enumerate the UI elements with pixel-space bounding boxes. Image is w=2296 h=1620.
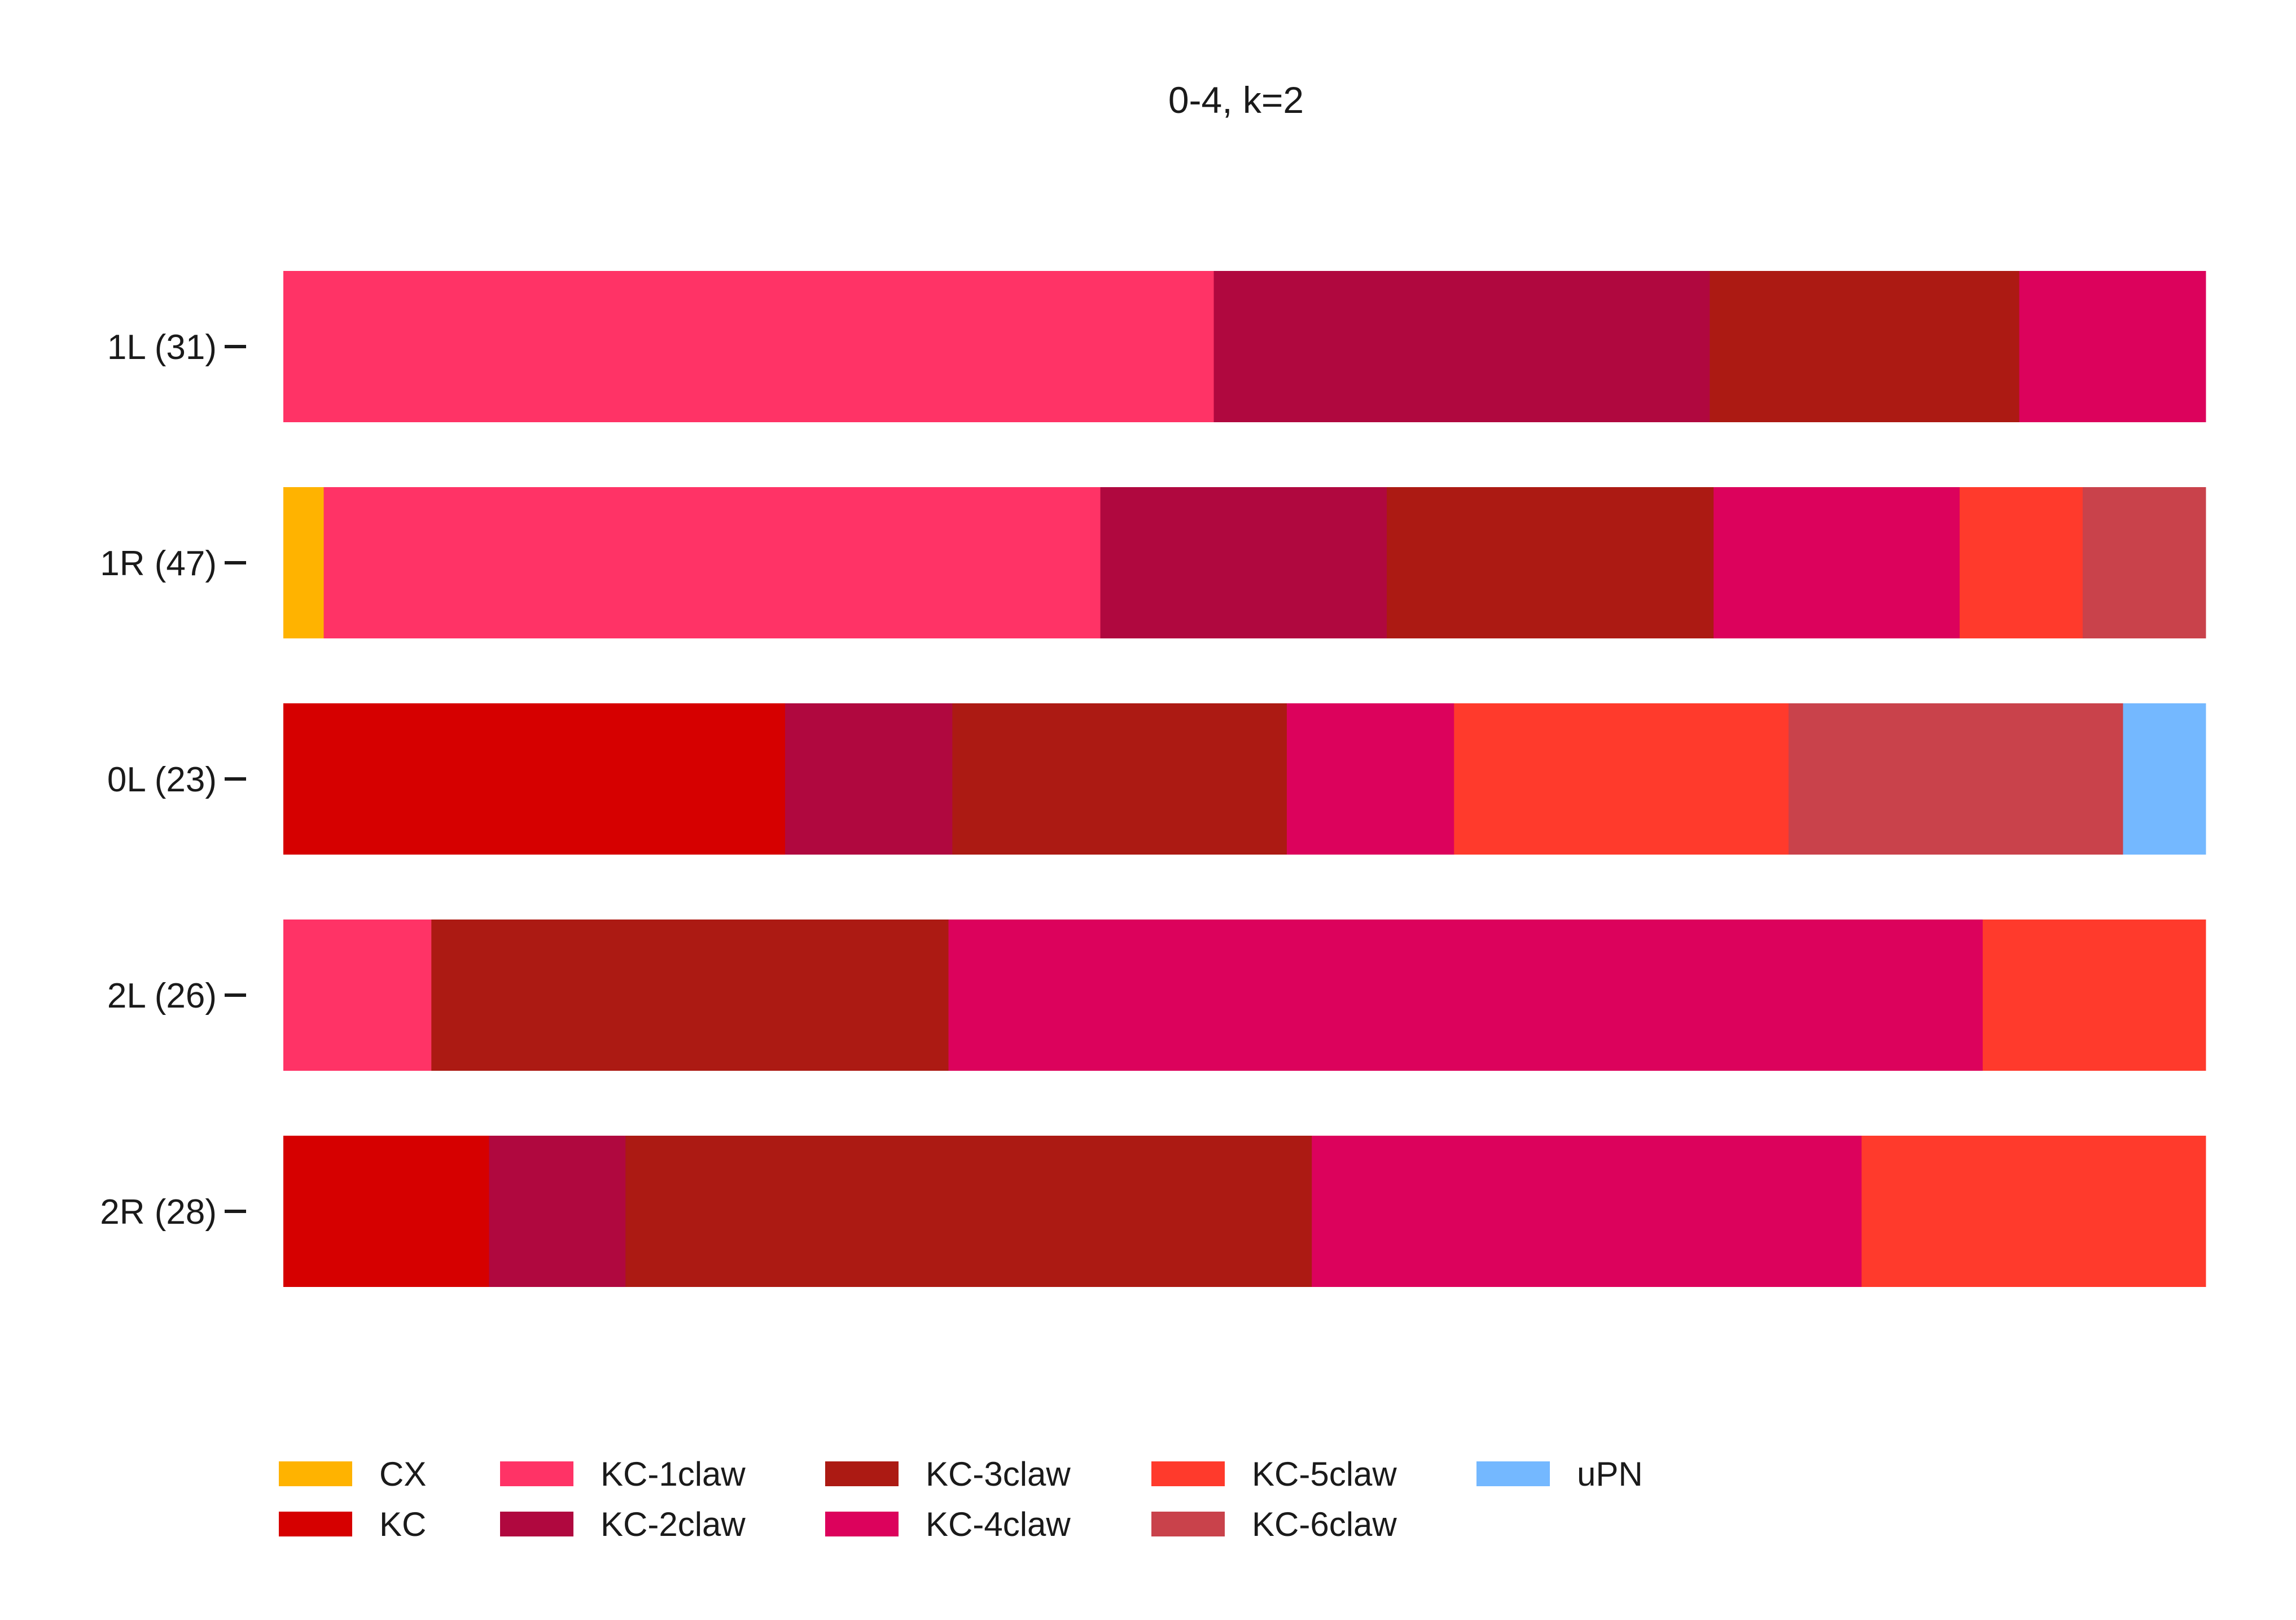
legend-swatch bbox=[1476, 1461, 1550, 1486]
legend-label: KC-4claw bbox=[926, 1505, 1071, 1543]
legend-label: CX bbox=[379, 1455, 426, 1493]
bar-segment-0-kc-2claw bbox=[1213, 271, 1710, 422]
legend-swatch bbox=[825, 1461, 899, 1486]
legend-entry-kc-3claw: KC-3claw bbox=[825, 1455, 1071, 1493]
plot-area bbox=[283, 271, 2206, 1287]
bar-segment-1-kc-4claw bbox=[1714, 487, 1960, 638]
legend-swatch bbox=[500, 1512, 573, 1536]
legend-entry-kc-5claw: KC-5claw bbox=[1151, 1455, 1397, 1493]
bar-segment-4-kc-5claw bbox=[1861, 1136, 2206, 1287]
bar-segment-0-kc-1claw bbox=[283, 271, 1214, 422]
legend-label: KC-3claw bbox=[926, 1455, 1071, 1493]
bar-segment-1-kc-2claw bbox=[1100, 487, 1387, 638]
y-tick-label: 1R (47) bbox=[100, 544, 217, 583]
legend-swatch bbox=[500, 1461, 573, 1486]
legend-label: uPN bbox=[1577, 1455, 1643, 1493]
bar-segment-2-kc-2claw bbox=[785, 703, 953, 855]
legend-label: KC-1claw bbox=[601, 1455, 746, 1493]
bar-segment-2-kc bbox=[283, 703, 786, 855]
bar-segment-1-kc-5claw bbox=[1960, 487, 2083, 638]
legend: CX KC KC-1claw KC-2claw KC-3claw KC-4claw KC-5… bbox=[279, 1455, 1643, 1543]
legend-label: KC-2claw bbox=[601, 1505, 746, 1543]
bar-segment-2-kc-3claw bbox=[952, 703, 1287, 855]
y-tick-label: 2R (28) bbox=[100, 1193, 217, 1232]
bar-segment-3-kc-5claw bbox=[1982, 920, 2206, 1071]
y-tick-label: 1L (31) bbox=[107, 328, 217, 367]
legend-swatch bbox=[1151, 1461, 1225, 1486]
bar-segment-2-kc-4claw bbox=[1286, 703, 1454, 855]
bar-segment-3-kc-4claw bbox=[948, 920, 1983, 1071]
bar-segment-4-kc-3claw bbox=[625, 1136, 1312, 1287]
bar-segment-0-kc-4claw bbox=[2019, 271, 2206, 422]
bar-segment-3-kc-3claw bbox=[431, 920, 949, 1071]
legend-entry-kc-6claw: KC-6claw bbox=[1151, 1505, 1397, 1543]
legend-entry-kc: KC bbox=[279, 1505, 426, 1543]
bar-segment-2-upn bbox=[2123, 703, 2206, 855]
legend-entry-upn: uPN bbox=[1476, 1455, 1643, 1493]
legend-swatch bbox=[279, 1512, 352, 1536]
legend-entry-cx: CX bbox=[279, 1455, 426, 1493]
legend-swatch bbox=[825, 1512, 899, 1536]
bar-segment-4-kc-4claw bbox=[1312, 1136, 1862, 1287]
bar-segment-2-kc-6claw bbox=[1788, 703, 2124, 855]
y-tick-label: 2L (26) bbox=[107, 977, 217, 1015]
legend-swatch bbox=[1151, 1512, 1225, 1536]
legend-entry-kc-4claw: KC-4claw bbox=[825, 1505, 1071, 1543]
bar-segment-2-kc-5claw bbox=[1454, 703, 1789, 855]
chart-title: 0-4, k=2 bbox=[1168, 79, 1304, 121]
bar-segment-1-kc-1claw bbox=[323, 487, 1101, 638]
bar-segment-4-kc bbox=[283, 1136, 489, 1287]
legend-label: KC-6claw bbox=[1252, 1505, 1397, 1543]
bar-segment-1-kc-3claw bbox=[1387, 487, 1714, 638]
y-tick-label: 0L (23) bbox=[107, 760, 217, 799]
bar-segment-3-kc-1claw bbox=[283, 920, 432, 1071]
bar-segment-0-kc-3claw bbox=[1710, 271, 2020, 422]
legend-entry-kc-1claw: KC-1claw bbox=[500, 1455, 746, 1493]
y-axis: 1L (31) 1R (47) 0L (23) 2L (26) 2R (28) bbox=[100, 328, 246, 1232]
bar-segment-1-kc-6claw bbox=[2083, 487, 2206, 638]
legend-swatch bbox=[279, 1461, 352, 1486]
legend-label: KC-5claw bbox=[1252, 1455, 1397, 1493]
legend-entry-kc-2claw: KC-2claw bbox=[500, 1505, 746, 1543]
bar-segment-1-cx bbox=[283, 487, 325, 638]
bar-segment-4-kc-2claw bbox=[489, 1136, 626, 1287]
legend-label: KC bbox=[379, 1505, 426, 1543]
